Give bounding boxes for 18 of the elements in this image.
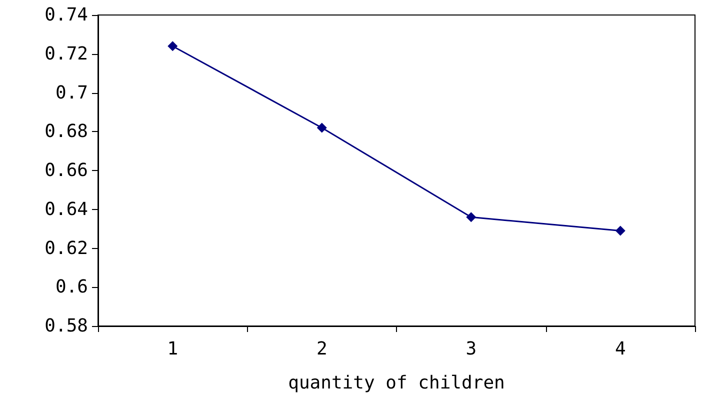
y-tick-label: 0.58	[44, 316, 88, 336]
point	[316, 122, 327, 133]
y-tick-label: 0.62	[44, 238, 88, 259]
point	[168, 41, 178, 52]
point	[615, 226, 626, 236]
x-tick-label: 4	[614, 338, 626, 360]
y-tick-label: 0.68	[44, 121, 88, 142]
y-tick-label: 0.6	[55, 276, 88, 298]
y-tick-label: 0.74	[44, 4, 88, 26]
y-tick-label: 0.64	[44, 198, 88, 220]
x-axis-title: quantity of children	[288, 372, 505, 394]
x-tick-label: 2	[316, 338, 328, 360]
x-tick-label: 1	[167, 338, 178, 360]
y-tick-label: 0.66	[44, 160, 88, 181]
y-tick-label: 0.7	[55, 82, 88, 104]
y-tick-label: 0.72	[44, 43, 88, 64]
x-tick-label: 3	[466, 338, 477, 360]
point	[466, 212, 476, 222]
